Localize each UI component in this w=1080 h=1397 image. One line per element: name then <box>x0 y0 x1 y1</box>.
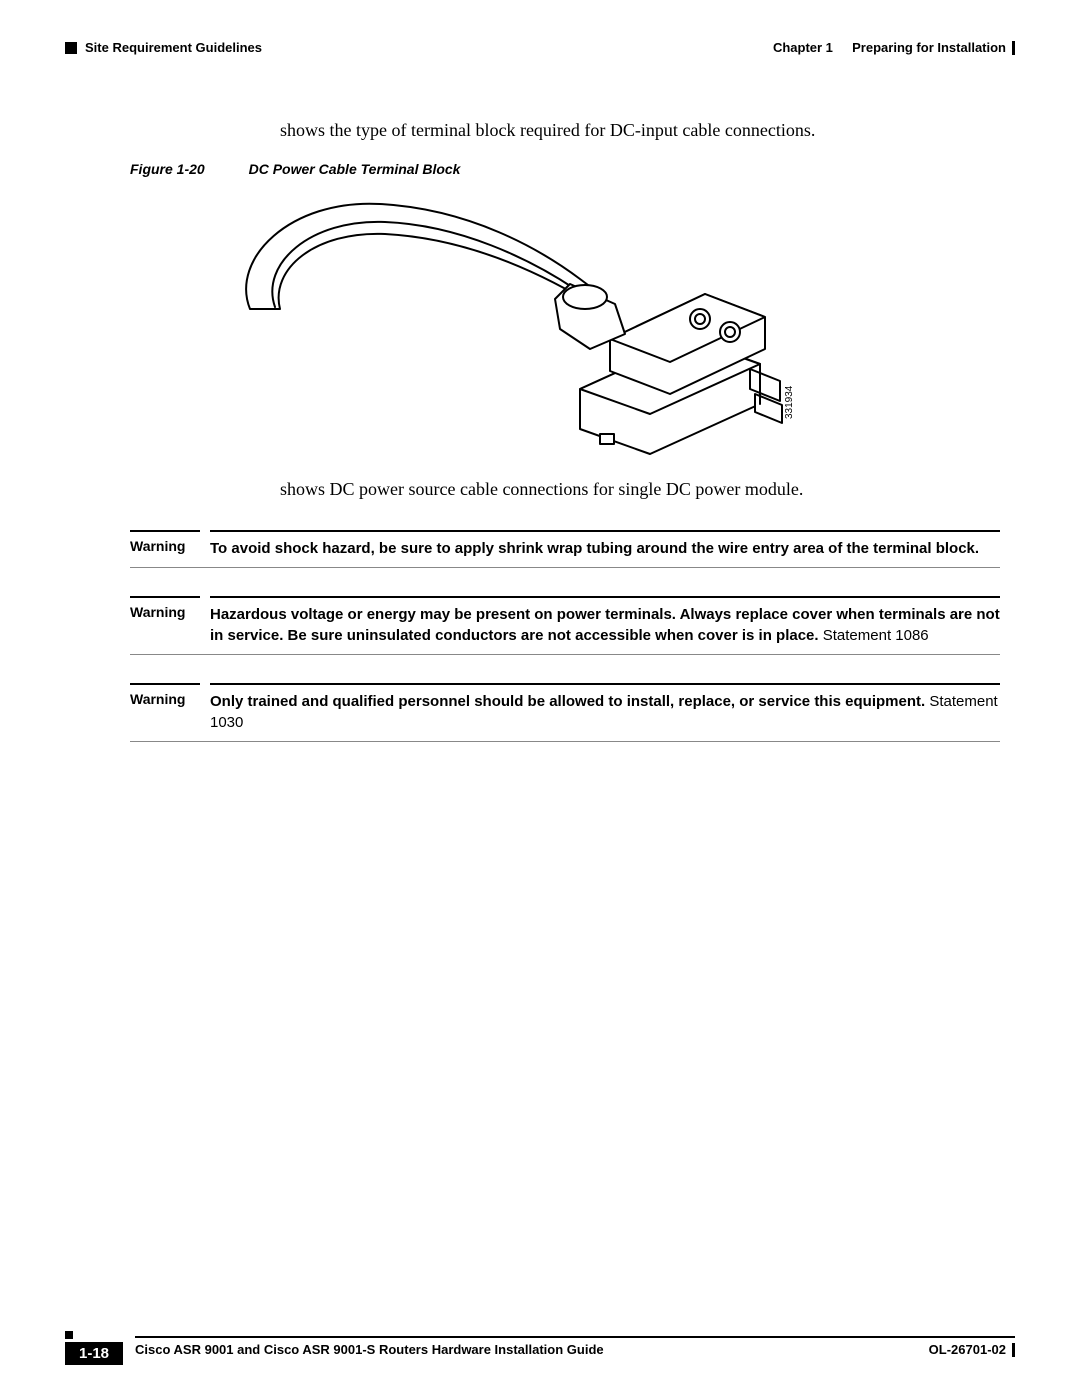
warning-block: Warning Hazardous voltage or energy may … <box>130 596 1000 655</box>
footer-right: OL-26701-02 <box>929 1342 1015 1357</box>
figure-id-label: 331934 <box>784 385 795 419</box>
footer-bar-icon <box>1012 1343 1015 1357</box>
chapter-title: Preparing for Installation <box>852 40 1006 55</box>
figure-title: DC Power Cable Terminal Block <box>249 161 461 177</box>
warning-label-col: Warning <box>130 596 200 646</box>
chapter-label: Chapter 1 <box>773 40 833 55</box>
section-title: Site Requirement Guidelines <box>85 40 262 55</box>
warning-label-col: Warning <box>130 683 200 733</box>
header-right: Chapter 1 Preparing for Installation <box>773 40 1015 55</box>
figure-caption: shows DC power source cable connections … <box>280 479 1000 500</box>
footer-row: Cisco ASR 9001 and Cisco ASR 9001-S Rout… <box>65 1342 1015 1357</box>
warning-text: To avoid shock hazard, be sure to apply … <box>210 538 1000 559</box>
doc-id: OL-26701-02 <box>929 1342 1006 1357</box>
warning-body-col: Only trained and qualified personnel sho… <box>210 683 1000 733</box>
header-left: Site Requirement Guidelines <box>65 40 262 55</box>
footer-rule <box>135 1336 1015 1338</box>
page-number: 1-18 <box>65 1342 123 1365</box>
page-header: Site Requirement Guidelines Chapter 1 Pr… <box>65 40 1015 55</box>
terminal-block-figure: 331934 <box>160 189 800 469</box>
warning-body-col: Hazardous voltage or energy may be prese… <box>210 596 1000 646</box>
intro-text: shows the type of terminal block require… <box>280 120 1000 141</box>
warning-label: Warning <box>130 538 185 554</box>
warning-label: Warning <box>130 691 185 707</box>
header-square-icon <box>65 42 77 54</box>
warning-label: Warning <box>130 604 185 620</box>
page-footer: Cisco ASR 9001 and Cisco ASR 9001-S Rout… <box>65 1336 1015 1357</box>
warning-body-col: To avoid shock hazard, be sure to apply … <box>210 530 1000 559</box>
warning-label-col: Warning <box>130 530 200 559</box>
page-content: shows the type of terminal block require… <box>130 120 1000 770</box>
guide-title: Cisco ASR 9001 and Cisco ASR 9001-S Rout… <box>135 1342 604 1357</box>
warning-block: Warning Only trained and qualified perso… <box>130 683 1000 742</box>
figure-label: Figure 1-20 DC Power Cable Terminal Bloc… <box>130 161 1000 177</box>
warning-block: Warning To avoid shock hazard, be sure t… <box>130 530 1000 568</box>
warning-text: Only trained and qualified personnel sho… <box>210 691 1000 733</box>
header-bar-icon <box>1012 41 1015 55</box>
figure-number: Figure 1-20 <box>130 161 205 177</box>
warning-text: Hazardous voltage or energy may be prese… <box>210 604 1000 646</box>
